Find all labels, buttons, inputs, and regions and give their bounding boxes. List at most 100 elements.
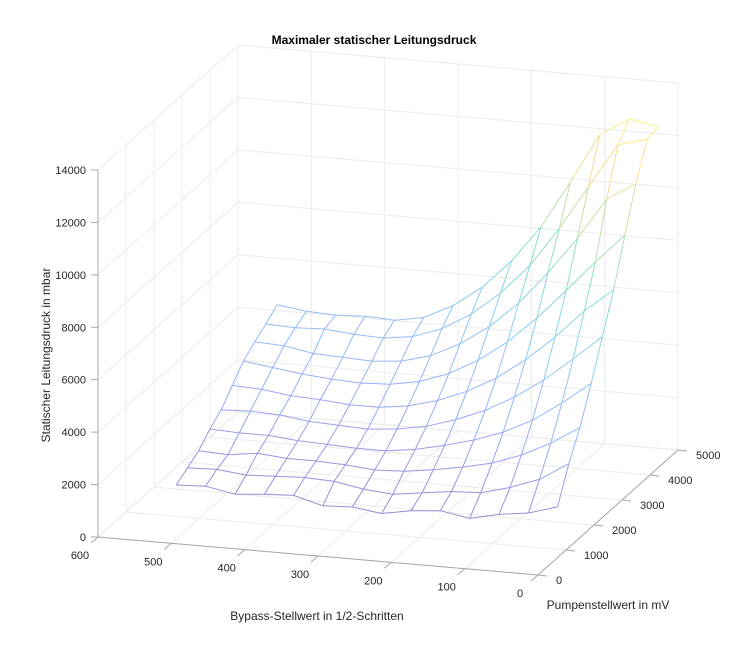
mesh-edge (550, 426, 581, 444)
mesh-edge (576, 186, 589, 239)
mesh-edge (297, 440, 328, 445)
mesh-edge (304, 460, 317, 478)
mesh-edge (371, 337, 384, 362)
mesh-edge (378, 405, 409, 408)
mesh-edge (525, 318, 538, 360)
mesh-edge (365, 315, 395, 321)
y-tick-label: 0 (556, 575, 562, 587)
mesh-edge (469, 492, 482, 519)
mesh-edge (276, 304, 307, 312)
mesh-edge (333, 480, 364, 490)
mesh-edge (227, 452, 258, 456)
y-tick (537, 574, 548, 577)
mesh-edge (187, 450, 200, 469)
mesh-edge (433, 466, 463, 471)
mesh-edge (414, 426, 427, 450)
y-axis-line (537, 449, 679, 576)
mesh-edge (407, 381, 420, 407)
mesh-edge (624, 183, 637, 236)
mesh-edge (507, 302, 520, 343)
mesh-edge (425, 400, 439, 427)
mesh-edge (313, 353, 343, 358)
mesh-edge (477, 326, 490, 361)
grid-line (244, 424, 386, 551)
z-tick-label: 4000 (62, 427, 86, 439)
z-tick-label: 12000 (55, 217, 86, 229)
mesh-edge (297, 421, 310, 441)
mesh-edge (491, 454, 522, 464)
mesh-edge (302, 373, 332, 380)
mesh-edge (324, 328, 354, 335)
x-tick-label: 200 (364, 575, 382, 587)
grid-line (209, 436, 651, 476)
mesh-edge (234, 474, 247, 495)
mesh-edge (466, 377, 497, 392)
mesh-edge (322, 505, 353, 508)
mesh-edge (565, 238, 578, 291)
z-tick-label: 8000 (62, 322, 86, 334)
mesh-edge (312, 328, 325, 354)
mesh-edge (227, 432, 240, 455)
mesh-edge (220, 385, 233, 411)
grid-line (125, 511, 567, 551)
mesh-edge (613, 235, 626, 291)
mesh-edge (349, 382, 362, 405)
mesh-edge (198, 428, 211, 452)
mesh-edge (394, 317, 424, 321)
mesh-edge (363, 469, 376, 490)
mesh-edge (422, 491, 452, 494)
mesh-edge (437, 373, 450, 401)
mesh-edge (558, 181, 571, 229)
mesh-edge (209, 409, 222, 430)
mesh-edge (482, 260, 513, 288)
mesh-edge (477, 341, 508, 361)
mesh-edge (536, 272, 549, 319)
mesh-edge (588, 144, 619, 187)
y-tick (593, 524, 604, 527)
x-tick-label: 0 (517, 588, 523, 600)
mesh-edge (286, 440, 299, 459)
x-tick (237, 549, 246, 557)
grid-line (237, 411, 679, 451)
mesh-edge (430, 343, 461, 357)
mesh-edge (257, 452, 287, 459)
mesh-edge (283, 327, 296, 346)
mesh-edge (294, 311, 307, 329)
mesh-edge (381, 494, 394, 514)
mesh-edge (423, 305, 454, 318)
mesh-edge (440, 510, 470, 519)
mesh-edge (254, 341, 285, 347)
mesh-edge (444, 419, 457, 446)
axes-lines (90, 169, 688, 582)
mesh-edge (243, 341, 256, 362)
mesh-edge (421, 469, 434, 494)
mesh-edge (539, 443, 552, 480)
grid-line (181, 461, 623, 501)
mesh-edge (543, 337, 556, 381)
mesh-edge (455, 391, 468, 420)
axes-grid (97, 44, 679, 576)
mesh-edge (470, 286, 483, 315)
y-tick-label: 3000 (640, 500, 664, 512)
mesh-surface (175, 118, 659, 519)
mesh-edge (518, 265, 531, 304)
mesh-edge (500, 265, 531, 294)
mesh-edge (221, 409, 251, 412)
mesh-edge (265, 304, 278, 325)
grid-line (97, 44, 239, 171)
mesh-edge (337, 404, 351, 426)
mesh-edge (265, 323, 296, 329)
mesh-edge (599, 118, 630, 136)
y-tick-label: 2000 (612, 525, 636, 537)
x-tick-label: 400 (217, 563, 235, 575)
mesh-edge (216, 454, 229, 470)
mesh-edge (249, 389, 263, 412)
mesh-edge (246, 474, 276, 477)
x-tick (383, 561, 392, 569)
mesh-edge (286, 457, 317, 462)
mesh-edge (528, 506, 558, 514)
mesh-edge (263, 476, 276, 495)
mesh-edge (536, 290, 567, 319)
mesh-edge (488, 302, 520, 328)
mesh-edge (216, 468, 247, 476)
